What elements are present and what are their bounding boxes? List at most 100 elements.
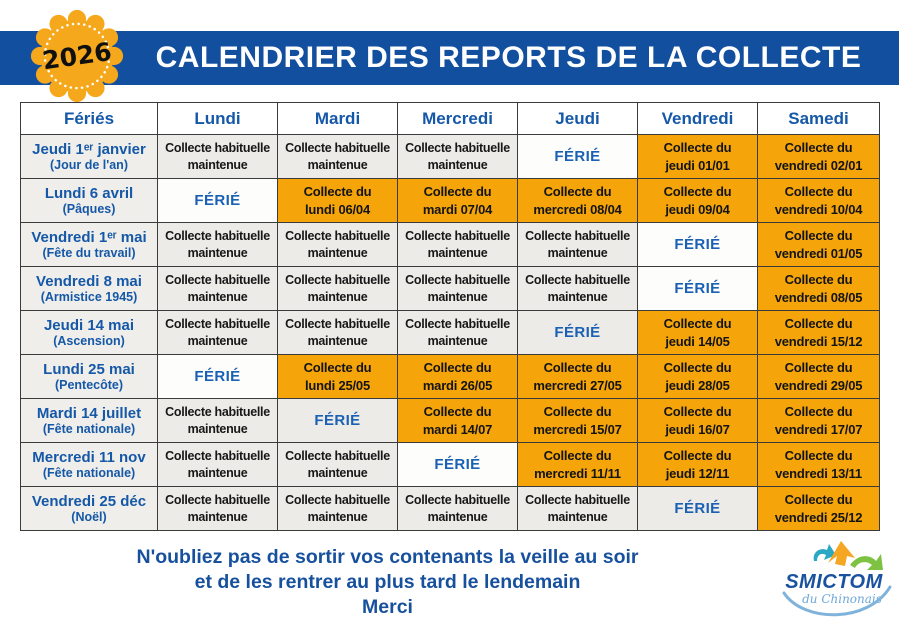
cell-report: Collecte du jeudi 28/05 (637, 354, 758, 399)
holiday-occasion: (Noël) (71, 509, 107, 524)
cell-maintained: Collecte habituelle maintenue (397, 134, 518, 179)
cell-report: Collecte du vendredi 08/05 (757, 266, 880, 311)
cell-report: Collecte du vendredi 15/12 (757, 310, 880, 355)
column-header-jeudi: Jeudi (517, 102, 638, 135)
holiday-name: Jeudi 1ᵉʳ janvier (32, 140, 146, 158)
cell-holiday: FÉRIÉ (397, 442, 518, 487)
cell-report: Collecte du lundi 25/05 (277, 354, 398, 399)
cell-maintained: Collecte habituelle maintenue (277, 222, 398, 267)
cell-maintained: Collecte habituelle maintenue (517, 486, 638, 531)
column-header-lundi: Lundi (157, 102, 278, 135)
table-row: Lundi 25 mai (Pentecôte) FÉRIÉ Collecte du … (20, 354, 880, 399)
cell-holiday: FÉRIÉ (157, 354, 278, 399)
column-header-vendredi: Vendredi (637, 102, 758, 135)
cell-maintained: Collecte habituelle maintenue (277, 134, 398, 179)
cell-report: Collecte du jeudi 14/05 (637, 310, 758, 355)
cell-maintained: Collecte habituelle maintenue (157, 310, 278, 355)
holiday-cell: Vendredi 8 mai (Armistice 1945) (20, 266, 158, 311)
footer-line-3: Merci (362, 595, 413, 618)
holiday-occasion: (Ascension) (53, 333, 125, 348)
cell-report: Collecte du lundi 06/04 (277, 178, 398, 223)
header-row: Fériés Lundi Mardi Mercredi Jeudi Vendredi Sam… (20, 102, 880, 135)
footer-note: N'oubliez pas de sortir vos contenants l… (0, 545, 775, 620)
table-row: Mardi 14 juillet (Fête nationale) Collecte… (20, 398, 880, 443)
table-row: Mercredi 11 nov (Fête nationale) Collecte … (20, 442, 880, 487)
table-row: Jeudi 1ᵉʳ janvier (Jour de l'an) Collecte … (20, 134, 880, 179)
holiday-name: Jeudi 14 mai (43, 316, 135, 334)
holiday-occasion: (Pentecôte) (54, 377, 124, 392)
cell-maintained: Collecte habituelle maintenue (277, 442, 398, 487)
holiday-occasion: (Pâques) (62, 201, 116, 216)
cell-maintained: Collecte habituelle maintenue (397, 310, 518, 355)
cell-maintained: Collecte habituelle maintenue (277, 486, 398, 531)
cell-report: Collecte du jeudi 12/11 (637, 442, 758, 487)
logo-arrow-green-icon (850, 554, 883, 570)
table-row: Vendredi 25 déc (Noël) Collecte habituelle… (20, 486, 880, 531)
cell-maintained: Collecte habituelle maintenue (157, 134, 278, 179)
holiday-cell: Mardi 14 juillet (Fête nationale) (20, 398, 158, 443)
cell-report: Collecte du mardi 07/04 (397, 178, 518, 223)
holiday-cell: Jeudi 1ᵉʳ janvier (Jour de l'an) (20, 134, 158, 179)
cell-report: Collecte du jeudi 09/04 (637, 178, 758, 223)
table-row: Vendredi 8 mai (Armistice 1945) Collecte h… (20, 266, 880, 311)
holiday-occasion: (Fête du travail) (42, 245, 136, 260)
logo-swoosh (782, 585, 892, 617)
logo-arrow-orange-icon (828, 541, 855, 566)
cell-holiday: FÉRIÉ (517, 134, 638, 179)
cell-holiday: FÉRIÉ (637, 222, 758, 267)
cell-maintained: Collecte habituelle maintenue (397, 486, 518, 531)
holiday-cell: Vendredi 1ᵉʳ mai (Fête du travail) (20, 222, 158, 267)
dotted-ring (43, 22, 111, 90)
cell-maintained: Collecte habituelle maintenue (277, 266, 398, 311)
logo-name: SMICTOM (785, 571, 883, 593)
holiday-occasion: (Armistice 1945) (40, 289, 138, 304)
holiday-cell: Lundi 25 mai (Pentecôte) (20, 354, 158, 399)
cell-holiday: FÉRIÉ (637, 266, 758, 311)
cell-report: Collecte du vendredi 25/12 (757, 486, 880, 531)
cell-maintained: Collecte habituelle maintenue (517, 222, 638, 267)
table-row: Lundi 6 avril (Pâques) FÉRIÉ Collecte du lu… (20, 178, 880, 223)
cell-report: Collecte du mardi 26/05 (397, 354, 518, 399)
cell-maintained: Collecte habituelle maintenue (277, 310, 398, 355)
holiday-cell: Mercredi 11 nov (Fête nationale) (20, 442, 158, 487)
cell-report: Collecte du vendredi 02/01 (757, 134, 880, 179)
cell-maintained: Collecte habituelle maintenue (157, 222, 278, 267)
cell-holiday-alt: FÉRIÉ (637, 486, 758, 531)
holiday-cell: Vendredi 25 déc (Noël) (20, 486, 158, 531)
cell-report: Collecte du vendredi 10/04 (757, 178, 880, 223)
holiday-occasion: (Fête nationale) (42, 465, 136, 480)
cell-report: Collecte du mardi 14/07 (397, 398, 518, 443)
cell-holiday-alt: FÉRIÉ (277, 398, 398, 443)
table-row: Vendredi 1ᵉʳ mai (Fête du travail) Collect… (20, 222, 880, 267)
holiday-name: Lundi 6 avril (44, 184, 134, 202)
column-header-mercredi: Mercredi (397, 102, 518, 135)
footer-line-2: et de les rentrer au plus tard le lendem… (194, 570, 581, 593)
smictom-logo: SMICTOM du Chinonais (782, 541, 892, 617)
cell-report: Collecte du vendredi 17/07 (757, 398, 880, 443)
cell-maintained: Collecte habituelle maintenue (157, 442, 278, 487)
cell-report: Collecte du vendredi 01/05 (757, 222, 880, 267)
cell-holiday: FÉRIÉ (157, 178, 278, 223)
cell-maintained: Collecte habituelle maintenue (517, 266, 638, 311)
column-header-mardi: Mardi (277, 102, 398, 135)
logo-subtitle: du Chinonais (802, 592, 882, 606)
holiday-name: Vendredi 8 mai (36, 272, 142, 290)
cell-report: Collecte du mercredi 08/04 (517, 178, 638, 223)
holiday-name: Vendredi 1ᵉʳ mai (31, 228, 147, 246)
holiday-name: Mardi 14 juillet (36, 404, 142, 422)
holiday-occasion: (Fête nationale) (42, 421, 136, 436)
cell-report: Collecte du jeudi 16/07 (637, 398, 758, 443)
collection-report-table: Fériés Lundi Mardi Mercredi Jeudi Vendredi Sam… (20, 102, 880, 531)
column-header-feries: Fériés (20, 102, 158, 135)
cell-report: Collecte du vendredi 13/11 (757, 442, 880, 487)
cell-maintained: Collecte habituelle maintenue (157, 486, 278, 531)
holiday-occasion: (Jour de l'an) (50, 157, 128, 172)
cell-report: Collecte du mercredi 11/11 (517, 442, 638, 487)
cell-maintained: Collecte habituelle maintenue (157, 266, 278, 311)
column-header-samedi: Samedi (757, 102, 880, 135)
cell-report: Collecte du vendredi 29/05 (757, 354, 880, 399)
year-badge: 2026 (30, 9, 124, 103)
cell-report: Collecte du mercredi 27/05 (517, 354, 638, 399)
cell-report: Collecte du jeudi 01/01 (637, 134, 758, 179)
holiday-name: Vendredi 25 déc (31, 492, 147, 510)
